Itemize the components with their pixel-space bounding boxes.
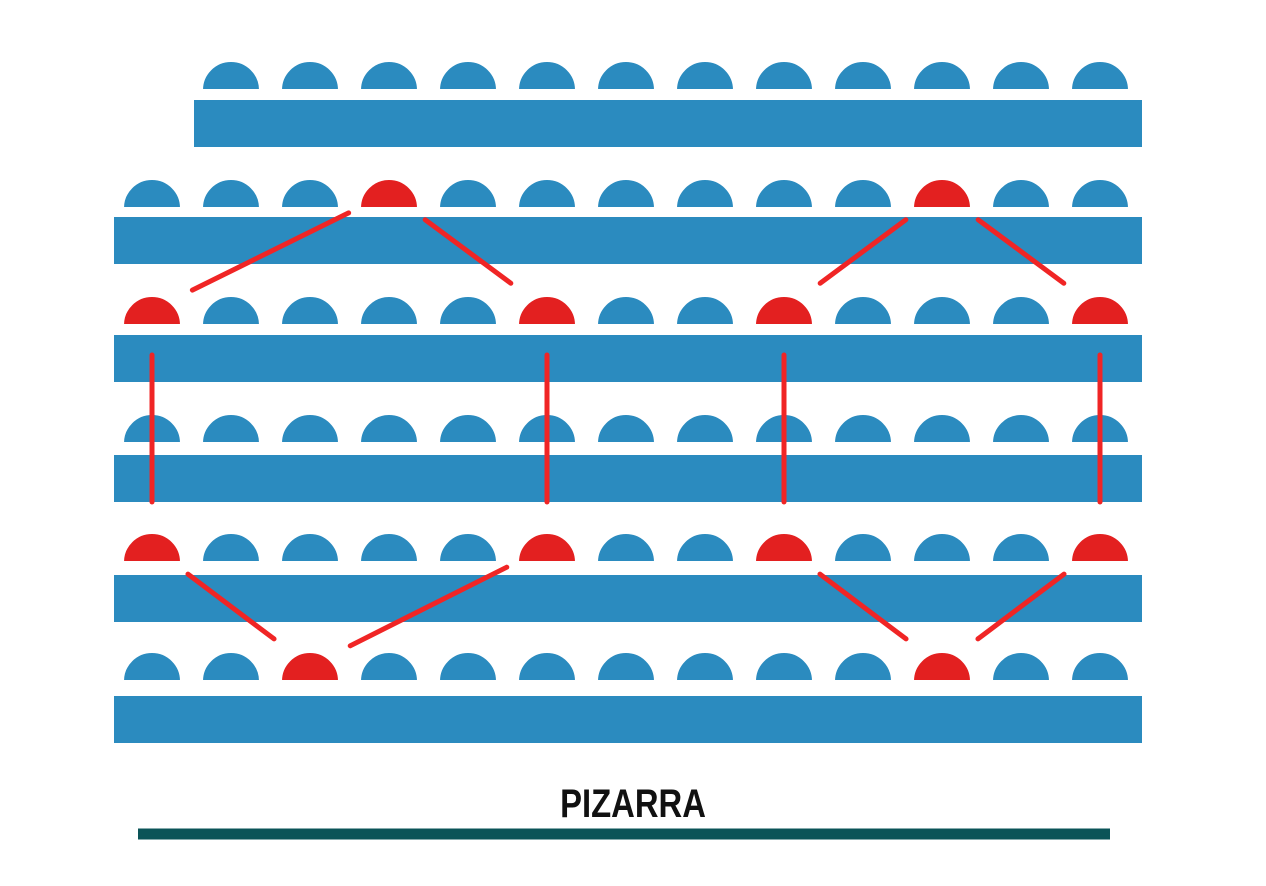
seat [1069,651,1131,682]
seat [990,295,1052,326]
seat [437,60,499,91]
seat [990,178,1052,209]
seat [358,60,420,91]
seat [200,178,262,209]
seat [990,532,1052,563]
marked-seat [911,178,973,209]
seat [595,295,657,326]
seat [990,413,1052,444]
seat [911,295,973,326]
marked-seat [1069,532,1131,563]
connector-line [422,217,514,286]
desk-row-4 [114,455,1142,502]
seat [595,651,657,682]
seat [595,413,657,444]
seat [200,60,262,91]
seat [595,532,657,563]
seat [358,651,420,682]
seat [437,413,499,444]
seat [437,532,499,563]
seat [516,178,578,209]
desk-group [114,100,1142,743]
marked-seat [358,178,420,209]
seat [279,413,341,444]
connector-line [817,217,909,286]
connector-line [975,217,1067,286]
seat [990,60,1052,91]
seat [674,60,736,91]
seat [516,651,578,682]
marked-seat [753,295,815,326]
seat [200,413,262,444]
marked-seat [516,532,578,563]
marked-seat [753,532,815,563]
desk-row-2 [114,217,1142,264]
seat [753,651,815,682]
blackboard-label: PIZARRA [560,782,706,826]
connector-line [189,210,352,293]
seat [279,532,341,563]
seat [358,413,420,444]
seat [753,178,815,209]
connector-line [185,571,277,642]
connector-line [975,571,1067,642]
seat [832,295,894,326]
desk-row-3 [114,335,1142,382]
seat [674,178,736,209]
seat [437,178,499,209]
seat [832,60,894,91]
marked-seat [516,295,578,326]
marked-seat [121,532,183,563]
marked-seat [1069,295,1131,326]
seat [832,178,894,209]
seat [121,178,183,209]
seat [832,532,894,563]
desk-row-6 [114,696,1142,743]
seat [516,60,578,91]
connector-group [149,210,1103,649]
seat [279,178,341,209]
seat [832,413,894,444]
seat [1069,60,1131,91]
seat [358,295,420,326]
connector-line [347,564,510,649]
seat [279,60,341,91]
seat [990,651,1052,682]
seat [200,532,262,563]
seat [595,60,657,91]
marked-seat [279,651,341,682]
seat [753,60,815,91]
seat [200,295,262,326]
seat [121,651,183,682]
seat [911,60,973,91]
marked-seat [911,651,973,682]
seat [674,295,736,326]
seat [674,532,736,563]
seat [437,651,499,682]
seat [279,295,341,326]
desk-row-5 [114,575,1142,622]
seat [832,651,894,682]
seat [437,295,499,326]
seat [1069,178,1131,209]
seat [674,651,736,682]
connector-line [817,571,909,642]
seat [911,413,973,444]
seat [674,413,736,444]
seat [595,178,657,209]
seat [358,532,420,563]
marked-seat [121,295,183,326]
desk-row-1 [194,100,1142,147]
seat [200,651,262,682]
seat [911,532,973,563]
